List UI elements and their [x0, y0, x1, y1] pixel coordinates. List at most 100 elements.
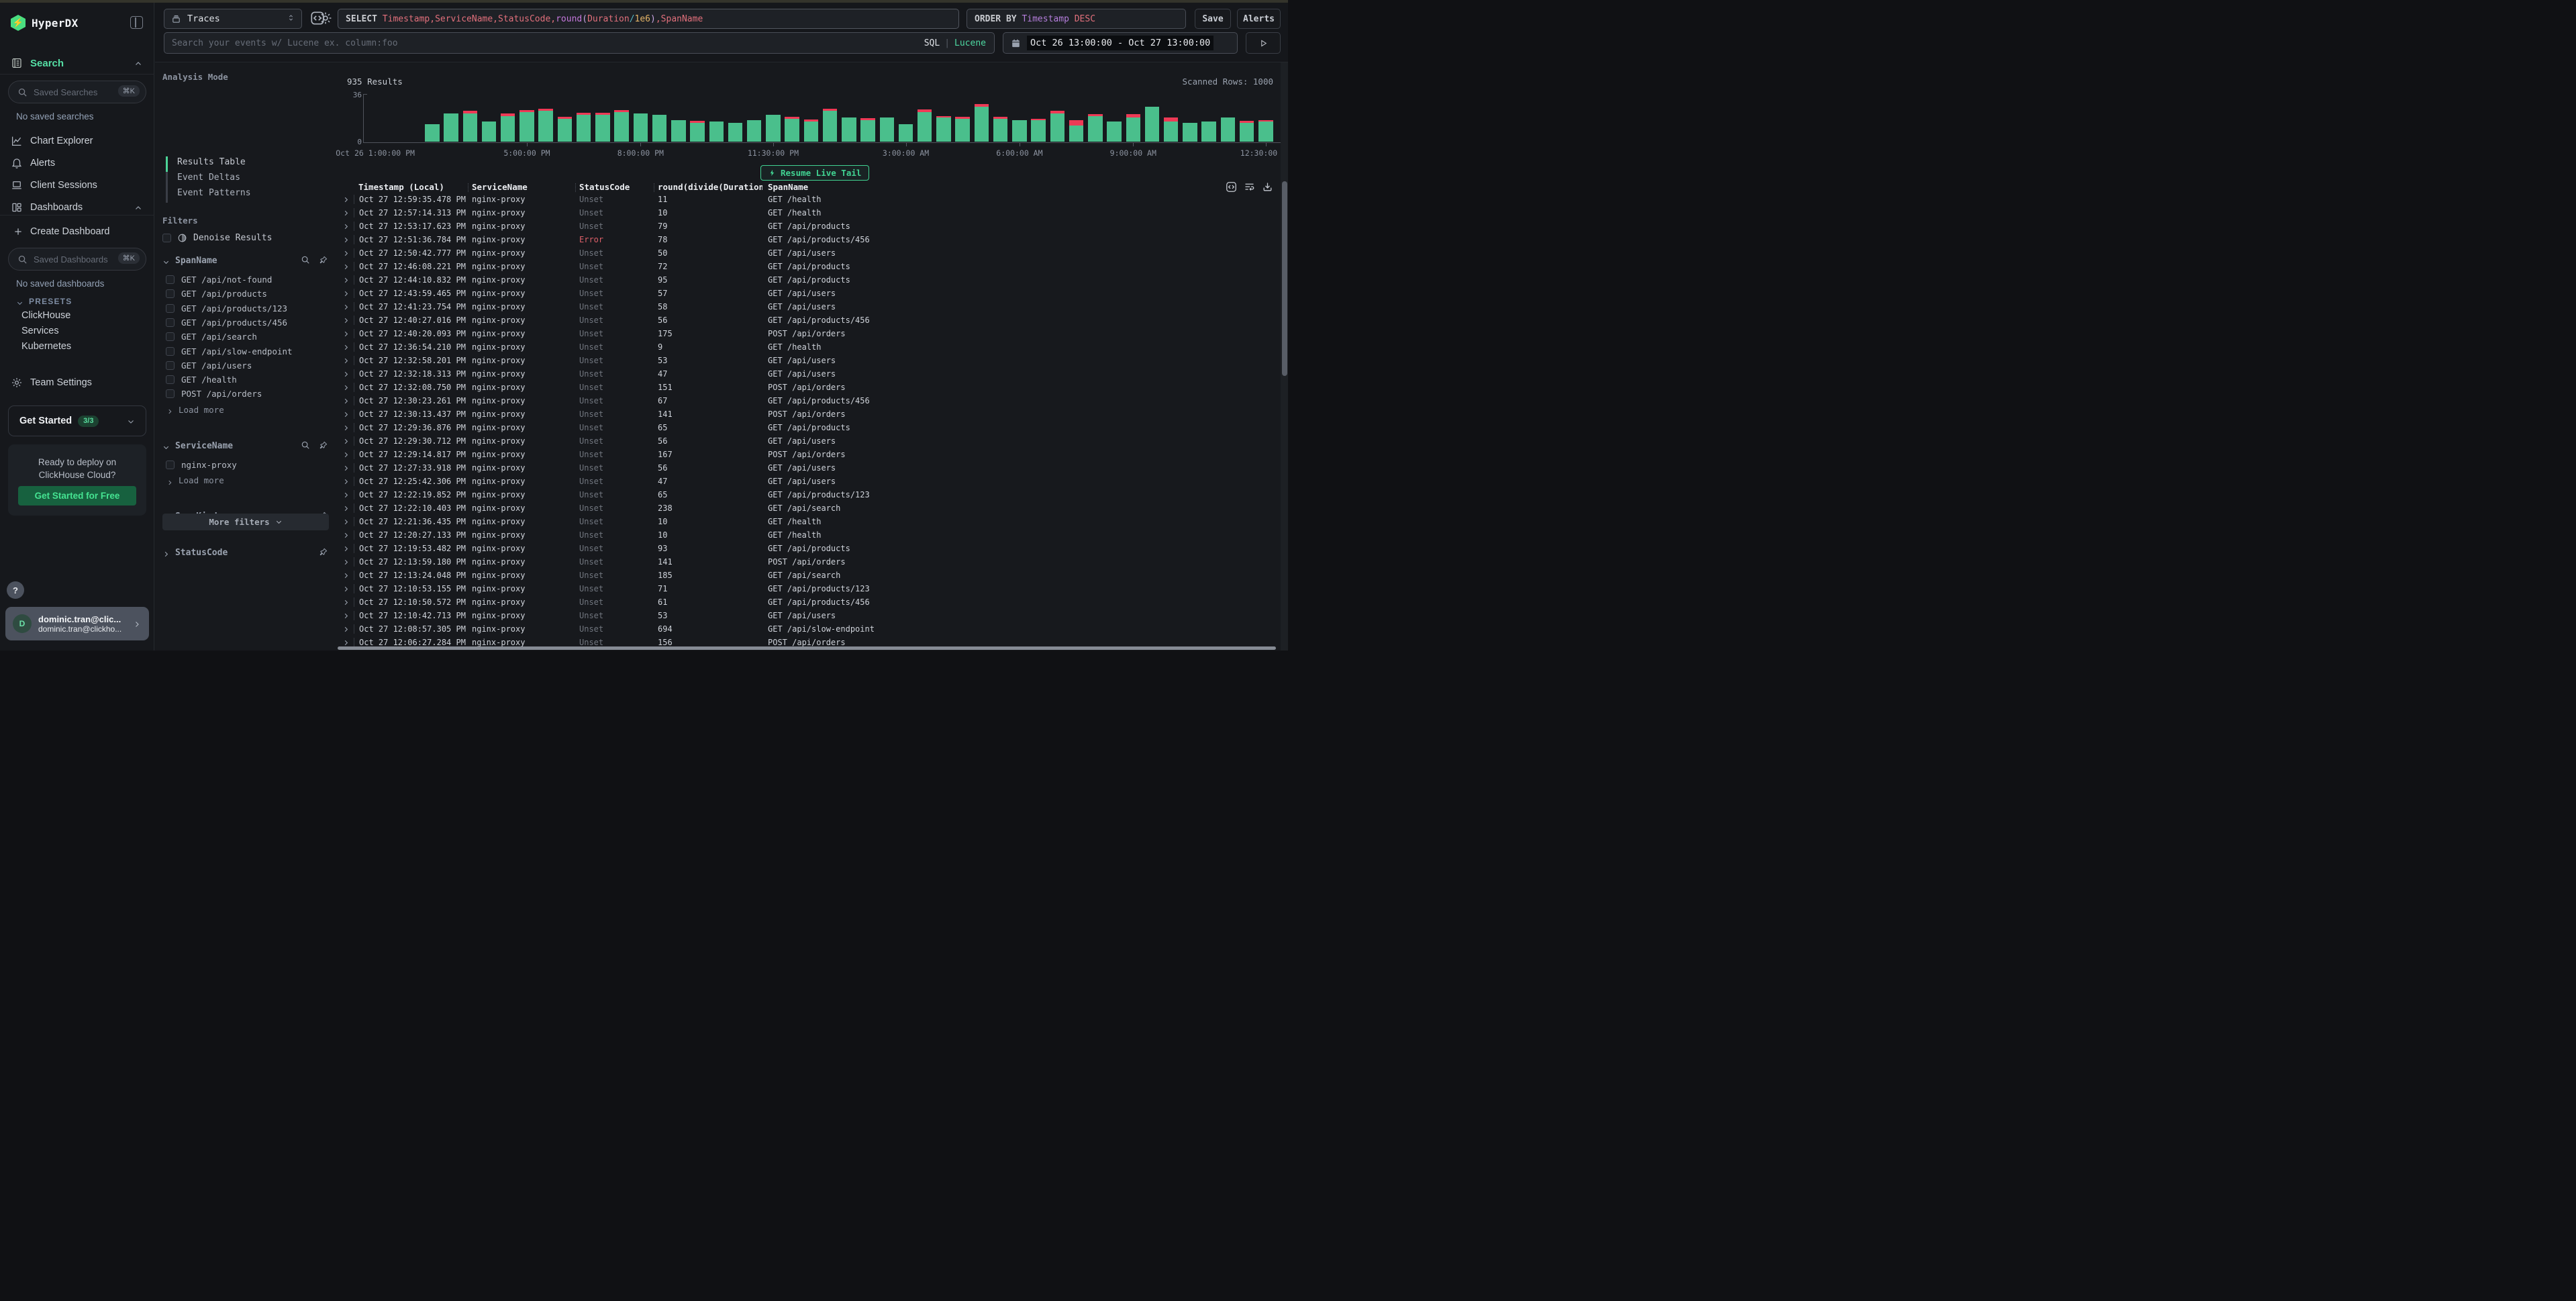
histogram-bar[interactable] [614, 93, 629, 142]
facet-header-servicename[interactable]: ServiceName [162, 441, 330, 451]
row-expander-icon[interactable] [338, 223, 354, 230]
histogram-bar[interactable] [671, 93, 686, 142]
facet-checkbox[interactable] [166, 303, 175, 313]
vertical-scrollbar-thumb[interactable] [1281, 181, 1287, 376]
facet-checkbox[interactable] [166, 460, 175, 469]
get-started-toggle[interactable]: Get Started 3/3 [8, 405, 146, 436]
histogram-bar[interactable] [1069, 93, 1084, 142]
table-row[interactable]: Oct 27 12:32:08.750 PM nginx-proxy Unset 15… [338, 381, 1281, 394]
settings-gear-icon[interactable] [318, 11, 333, 26]
load-more-button[interactable]: Load more [166, 475, 224, 485]
row-expander-icon[interactable] [338, 384, 354, 391]
histogram-bar[interactable] [955, 93, 970, 142]
histogram-bar[interactable] [728, 93, 743, 142]
preset-kubernetes[interactable]: Kubernetes [21, 341, 72, 352]
save-button[interactable]: Save [1195, 9, 1231, 29]
histogram-bar[interactable] [936, 93, 951, 142]
saved-dashboards-input[interactable]: Saved Dashboards ⌘K [8, 248, 146, 271]
facet-header-statuscode[interactable]: StatusCode [162, 548, 330, 558]
denoise-results-option[interactable]: Denoise Results [162, 233, 272, 243]
col-servicename[interactable]: ServiceName [466, 182, 574, 192]
histogram-bar[interactable] [1031, 93, 1046, 142]
facet-search-icon[interactable] [301, 255, 310, 267]
create-dashboard-button[interactable]: Create Dashboard [0, 222, 154, 241]
histogram-bar[interactable] [709, 93, 724, 142]
mode-event-deltas[interactable]: Event Deltas [177, 173, 240, 183]
sidebar-item-client-sessions[interactable]: Client Sessions [0, 176, 154, 195]
row-expander-icon[interactable] [338, 518, 354, 526]
event-search-input[interactable]: Search your events w/ Lucene ex. column:… [164, 32, 995, 54]
help-button[interactable]: ? [7, 581, 24, 599]
table-row[interactable]: Oct 27 12:30:23.261 PM nginx-proxy Unset 67… [338, 394, 1281, 407]
histogram-bar[interactable] [918, 93, 932, 142]
row-expander-icon[interactable] [338, 599, 354, 606]
table-row[interactable]: Oct 27 12:29:14.817 PM nginx-proxy Unset 16… [338, 448, 1281, 461]
histogram-bar[interactable] [842, 93, 856, 142]
table-row[interactable]: Oct 27 12:29:36.876 PM nginx-proxy Unset 65… [338, 421, 1281, 434]
histogram-bar[interactable] [993, 93, 1008, 142]
histogram-bar[interactable] [974, 93, 989, 142]
order-by-editor[interactable]: ORDER BY Timestamp DESC [967, 9, 1186, 29]
table-row[interactable]: Oct 27 12:53:17.623 PM nginx-proxy Unset 79… [338, 220, 1281, 233]
row-expander-icon[interactable] [338, 411, 354, 418]
row-expander-icon[interactable] [338, 263, 354, 271]
sidebar-item-alerts[interactable]: Alerts [0, 154, 154, 173]
facet-header-spanname[interactable]: SpanName [162, 256, 330, 266]
table-row[interactable]: Oct 27 12:22:19.852 PM nginx-proxy Unset 65… [338, 488, 1281, 501]
histogram-bar[interactable] [1088, 93, 1103, 142]
col-timestamp[interactable]: Timestamp (Local) [358, 182, 444, 192]
vertical-scrollbar[interactable] [1281, 62, 1288, 650]
more-filters-button[interactable]: More filters [162, 514, 329, 530]
histogram-bar[interactable] [652, 93, 667, 142]
histogram-bar[interactable] [1201, 93, 1216, 142]
wrap-text-icon[interactable] [1244, 181, 1255, 193]
histogram-bar[interactable] [481, 93, 497, 142]
row-expander-icon[interactable] [338, 491, 354, 499]
presets-toggle[interactable]: PRESETS [16, 297, 72, 306]
view-source-icon[interactable] [1226, 181, 1237, 193]
table-row[interactable]: Oct 27 12:57:14.313 PM nginx-proxy Unset 10… [338, 206, 1281, 220]
language-option-lucene[interactable]: Lucene [954, 38, 986, 48]
preset-services[interactable]: Services [21, 326, 59, 336]
histogram-bar[interactable] [879, 93, 895, 142]
row-expander-icon[interactable] [338, 438, 354, 445]
row-expander-icon[interactable] [338, 303, 354, 311]
table-row[interactable]: Oct 27 12:46:08.221 PM nginx-proxy Unset 72… [338, 260, 1281, 273]
facet-value-row[interactable]: GET /api/not-found [166, 275, 272, 285]
histogram-bar[interactable] [1239, 93, 1254, 142]
histogram-bar[interactable] [500, 93, 515, 142]
row-expander-icon[interactable] [338, 290, 354, 297]
alerts-button[interactable]: Alerts [1237, 9, 1281, 29]
facet-search-icon[interactable] [301, 440, 310, 452]
table-row[interactable]: Oct 27 12:41:23.754 PM nginx-proxy Unset 58… [338, 300, 1281, 314]
row-expander-icon[interactable] [338, 612, 354, 620]
table-row[interactable]: Oct 27 12:27:33.918 PM nginx-proxy Unset 56… [338, 461, 1281, 475]
row-expander-icon[interactable] [338, 250, 354, 257]
histogram-bar[interactable] [519, 93, 534, 142]
table-row[interactable]: Oct 27 12:59:35.478 PM nginx-proxy Unset 11… [338, 193, 1281, 206]
histogram-bar[interactable] [898, 93, 913, 142]
sidebar-item-team-settings[interactable]: Team Settings [0, 373, 154, 392]
source-select[interactable]: Traces [164, 9, 302, 29]
table-row[interactable]: Oct 27 12:10:53.155 PM nginx-proxy Unset 71… [338, 582, 1281, 595]
histogram-bar[interactable] [633, 93, 648, 142]
facet-checkbox[interactable] [166, 318, 175, 327]
histogram-bar[interactable] [766, 93, 781, 142]
facet-checkbox[interactable] [166, 375, 175, 385]
histogram-bar[interactable] [1144, 93, 1160, 142]
row-expander-icon[interactable] [338, 357, 354, 365]
row-expander-icon[interactable] [338, 639, 354, 646]
row-expander-icon[interactable] [338, 317, 354, 324]
histogram-bar[interactable] [1050, 93, 1065, 142]
row-expander-icon[interactable] [338, 572, 354, 579]
mode-results-table[interactable]: Results Table [177, 157, 246, 167]
row-expander-icon[interactable] [338, 424, 354, 432]
facet-checkbox[interactable] [166, 275, 175, 284]
facet-value-row[interactable]: POST /api/orders [166, 389, 262, 399]
table-row[interactable]: Oct 27 12:36:54.210 PM nginx-proxy Unset 9 G… [338, 340, 1281, 354]
histogram-bar[interactable] [1107, 93, 1122, 142]
facet-value-row[interactable]: GET /api/products/123 [166, 303, 287, 314]
table-row[interactable]: Oct 27 12:20:27.133 PM nginx-proxy Unset 10… [338, 528, 1281, 542]
row-expander-icon[interactable] [338, 465, 354, 472]
table-row[interactable]: Oct 27 12:40:27.016 PM nginx-proxy Unset 56… [338, 314, 1281, 327]
